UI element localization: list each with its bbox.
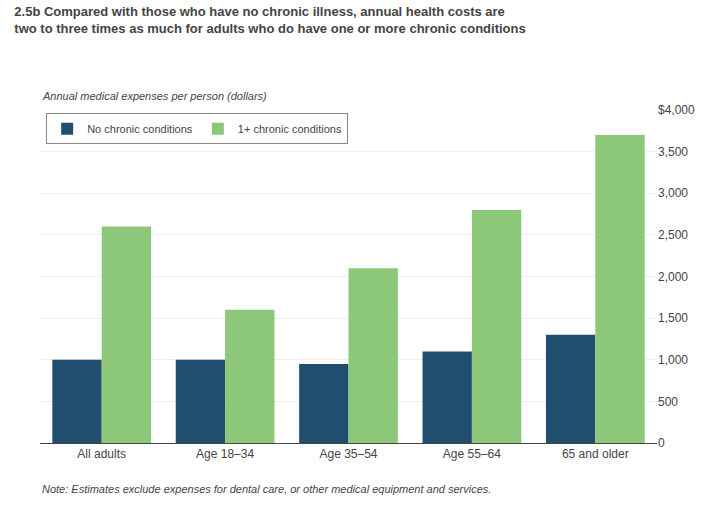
- svg-text:$4,000: $4,000: [658, 103, 695, 117]
- svg-text:3,000: 3,000: [658, 186, 688, 200]
- svg-text:500: 500: [658, 395, 678, 409]
- svg-text:Age 18–34: Age 18–34: [196, 447, 254, 461]
- svg-text:Annual medical expenses per pe: Annual medical expenses per person (doll…: [42, 90, 267, 102]
- svg-text:65 and older: 65 and older: [562, 447, 629, 461]
- svg-text:1,500: 1,500: [658, 311, 688, 325]
- svg-text:2.5b Compared with those who h: 2.5b Compared with those who have no chr…: [14, 4, 525, 36]
- svg-text:Note: Estimates exclude expens: Note: Estimates exclude expenses for den…: [42, 483, 491, 495]
- svg-text:3,500: 3,500: [658, 145, 688, 159]
- svg-text:1+ chronic conditions: 1+ chronic conditions: [238, 123, 342, 135]
- svg-text:2,000: 2,000: [658, 270, 688, 284]
- svg-text:0: 0: [658, 436, 665, 450]
- svg-text:All adults: All adults: [77, 447, 126, 461]
- svg-text:Age 55–64: Age 55–64: [443, 447, 501, 461]
- svg-text:2,500: 2,500: [658, 228, 688, 242]
- svg-text:No chronic conditions: No chronic conditions: [87, 123, 193, 135]
- svg-text:1,000: 1,000: [658, 353, 688, 367]
- svg-text:Age 35–54: Age 35–54: [319, 447, 377, 461]
